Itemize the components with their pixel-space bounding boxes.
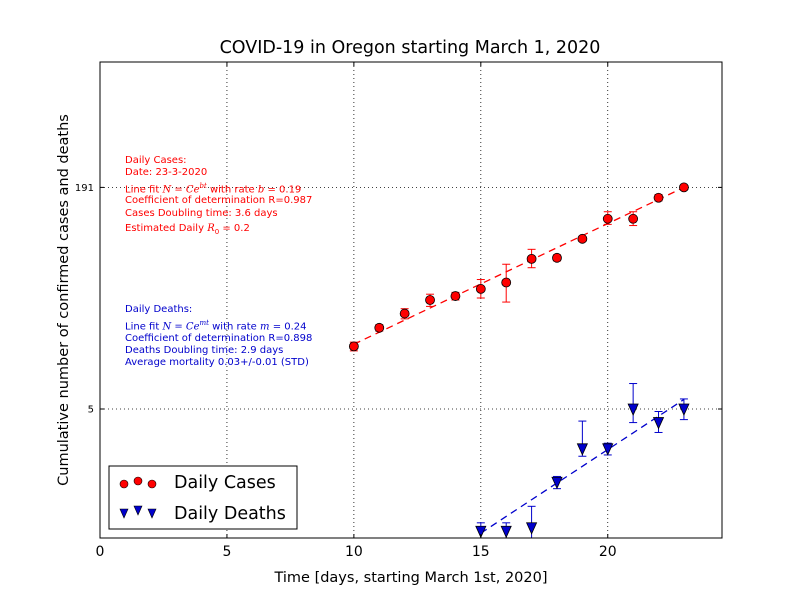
cases-annotation-date: Date: 23-3-2020: [125, 167, 208, 178]
cases-r0-symbol: R: [207, 223, 215, 234]
x-axis-label: Time [days, starting March 1st, 2020]: [273, 570, 547, 586]
y-axis-label: Cumulative number of confirmed cases and…: [56, 114, 72, 486]
cases-annotation-title: Daily Cases:: [125, 155, 187, 166]
grid: [100, 62, 722, 538]
cases-fit-mid: with rate: [206, 184, 258, 196]
x-tick-label: 5: [222, 544, 231, 560]
y-tick-label: 5: [88, 405, 94, 416]
cases-annotation-r: Coefficient of determination R=0.987: [125, 195, 313, 206]
cases-legend-marker: [147, 479, 157, 489]
deaths-annotation-doubling: Deaths Doubling time: 2.9 days: [125, 345, 284, 356]
data-markers: [348, 182, 690, 539]
deaths-legend-marker: [147, 508, 157, 519]
fit-lines: [353, 186, 685, 534]
deaths-point: [551, 476, 563, 490]
deaths-fit-line: [480, 398, 685, 534]
cases-fit-line: [353, 186, 685, 345]
legend-box: [108, 465, 298, 530]
cases-point: [628, 213, 639, 224]
deaths-point: [627, 403, 639, 416]
legend-label-deaths: Daily Deaths: [174, 504, 286, 524]
deaths-annotation-r: Coefficient of determination R=0.898: [125, 333, 313, 344]
x-tick-label: 10: [345, 544, 363, 560]
cases-fit-prefix: Line fit: [125, 184, 160, 196]
deaths-fit-exponent: mt: [199, 319, 209, 327]
x-tick-label: 20: [599, 544, 617, 560]
cases-annotation-fit: Line fit N = Cebt with rate b = 0.19: [125, 183, 301, 195]
cases-point: [653, 192, 664, 203]
deaths-rate-symbol: m: [260, 321, 270, 333]
cases-fit-exponent: bt: [199, 182, 207, 190]
legend: Daily Cases Daily Deaths: [108, 465, 298, 530]
deaths-legend-marker: [133, 505, 143, 516]
deaths-point: [678, 403, 690, 416]
legend-markers: [119, 476, 157, 519]
deaths-point: [525, 522, 538, 535]
deaths-point: [500, 525, 512, 539]
cases-rate-value: = 0.19: [267, 184, 302, 196]
cases-point: [552, 252, 562, 263]
cases-legend-marker: [133, 476, 143, 486]
deaths-fit-formula: N = Ce: [162, 321, 200, 333]
cases-point: [526, 253, 537, 264]
deaths-point: [602, 443, 614, 456]
deaths-point: [475, 525, 487, 539]
cases-annotation-doubling: Cases Doubling time: 3.6 days: [125, 208, 278, 219]
y-tick-label: 191: [75, 183, 94, 194]
cases-point: [425, 295, 435, 305]
cases-point: [602, 213, 613, 224]
deaths-point: [652, 417, 665, 430]
cases-point: [577, 233, 588, 244]
cases-fit-formula: N = Ce: [162, 184, 200, 196]
cases-point: [399, 308, 410, 319]
error-bars: [349, 185, 688, 539]
axis-ticks: 0 5 10 15 20 5 191: [75, 62, 722, 560]
cases-point: [501, 277, 512, 288]
cases-point: [374, 322, 385, 333]
cases-point: [475, 284, 486, 294]
x-tick-label: 0: [96, 544, 105, 560]
cases-r0-prefix: Estimated Daily: [125, 223, 204, 234]
deaths-point: [576, 443, 588, 456]
deaths-fit-prefix: Line fit: [125, 321, 160, 333]
deaths-annotation-fit: Line fit N = Cemt with rate m = 0.24: [125, 320, 307, 332]
deaths-rate-value: = 0.24: [272, 321, 307, 333]
cases-point: [450, 291, 461, 301]
chart-title: COVID-19 in Oregon starting March 1, 202…: [220, 38, 601, 58]
deaths-legend-marker: [119, 508, 129, 519]
cases-point: [679, 182, 689, 193]
deaths-annotation-mortality: Average mortality 0.03+/-0.01 (STD): [125, 357, 309, 368]
deaths-annotation-title: Daily Deaths:: [125, 304, 193, 315]
cases-r0-subscript: 0: [214, 228, 220, 236]
cases-rate-symbol: b: [257, 184, 265, 196]
cases-legend-marker: [119, 479, 129, 489]
cases-point: [348, 341, 359, 352]
plot-frame: [99, 61, 723, 539]
deaths-fit-mid: with rate: [208, 321, 261, 333]
x-tick-label: 15: [472, 544, 490, 560]
cases-annotation-r0: Estimated Daily R0 = 0.2: [125, 224, 250, 236]
legend-label-cases: Daily Cases: [174, 473, 276, 493]
cases-r0-value: = 0.2: [222, 223, 250, 234]
